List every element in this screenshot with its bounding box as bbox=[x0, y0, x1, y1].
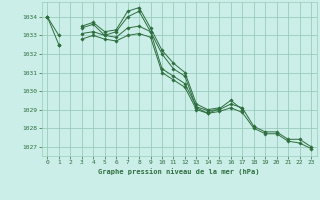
X-axis label: Graphe pression niveau de la mer (hPa): Graphe pression niveau de la mer (hPa) bbox=[99, 168, 260, 175]
